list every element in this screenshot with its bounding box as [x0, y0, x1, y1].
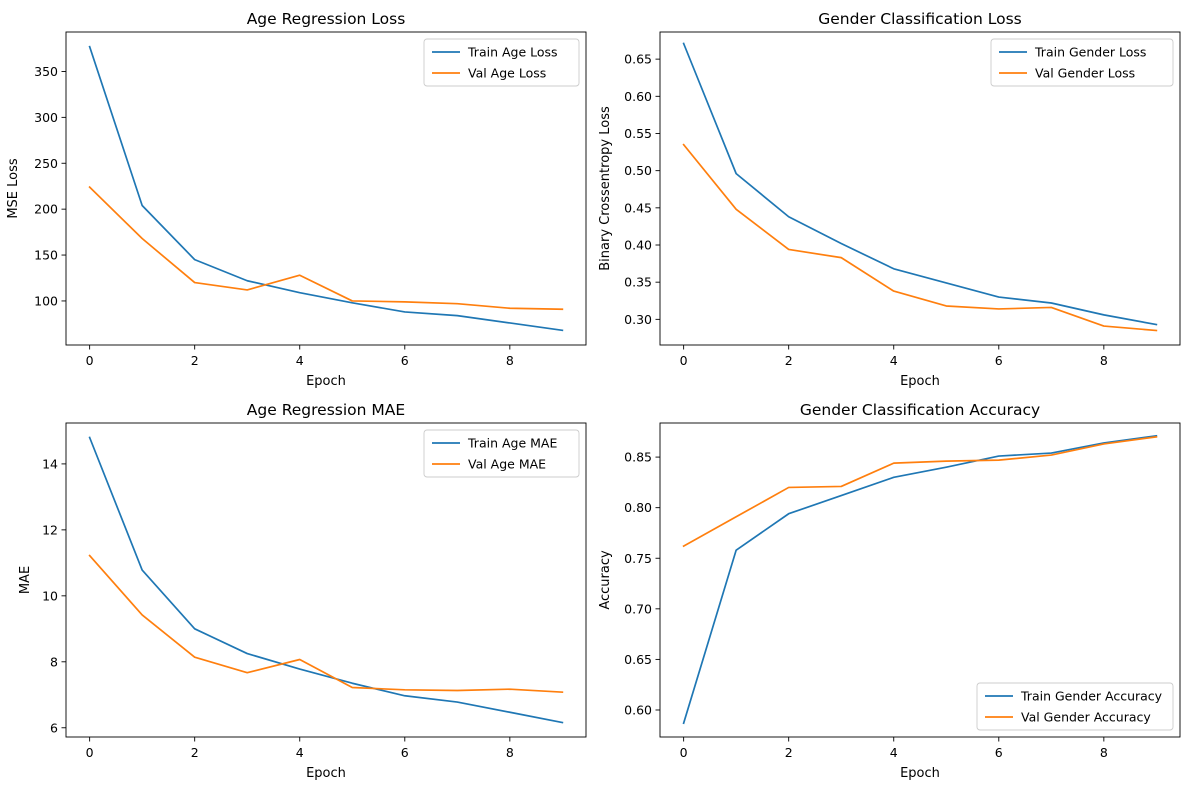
x-axis-label: Epoch	[306, 374, 346, 389]
x-tick-label: 0	[86, 353, 94, 368]
series-line-train	[88, 45, 564, 332]
chart-title: Age Regression Loss	[247, 10, 406, 28]
y-tick-label: 0.30	[624, 312, 652, 327]
x-tick-label: 8	[1100, 745, 1108, 760]
legend-label-train: Train Age Loss	[467, 45, 558, 60]
legend-box	[990, 38, 1174, 87]
legend-box	[423, 38, 580, 87]
legend: Train Age Loss Val Age Loss	[423, 38, 580, 87]
axes-frame	[65, 422, 587, 738]
x-tick-label: 6	[995, 745, 1003, 760]
y-tick-label: 0.60	[624, 702, 652, 717]
y-tick-label: 0.80	[624, 500, 652, 515]
y-axis-label: MSE Loss	[6, 158, 21, 219]
axes-frame	[659, 422, 1181, 738]
y-tick-label: 200	[34, 202, 58, 217]
x-axis-label: Epoch	[900, 766, 940, 781]
legend-label-val: Val Age Loss	[468, 66, 546, 81]
legend-label-train: Train Gender Loss	[1034, 45, 1146, 60]
y-tick-label: 0.35	[624, 275, 652, 290]
legend: Train Gender Accuracy Val Gender Accuracy	[976, 682, 1174, 731]
chart-title: Age Regression MAE	[247, 401, 405, 419]
y-tick-label: 100	[34, 293, 58, 308]
y-tick-label: 6	[50, 720, 58, 735]
legend-label-val: Val Gender Loss	[1035, 66, 1135, 81]
y-tick-label: 0.85	[624, 450, 652, 465]
x-tick-label: 4	[296, 745, 304, 760]
y-tick-label: 0.70	[624, 601, 652, 616]
x-tick-label: 6	[401, 353, 409, 368]
y-tick-label: 0.75	[624, 551, 652, 566]
series-line-val	[88, 185, 564, 311]
y-tick-label: 0.45	[624, 200, 652, 215]
x-tick-label: 4	[890, 745, 898, 760]
legend-label-val: Val Gender Accuracy	[1021, 710, 1151, 725]
legend: Train Gender Loss Val Gender Loss	[990, 38, 1174, 87]
axes-frame	[65, 31, 587, 346]
y-tick-label: 0.40	[624, 238, 652, 253]
x-tick-label: 2	[785, 353, 793, 368]
x-tick-label: 0	[680, 353, 688, 368]
series-line-train	[88, 436, 564, 724]
y-tick-label: 12	[42, 522, 58, 537]
x-tick-label: 2	[191, 745, 199, 760]
legend-label-val: Val Age MAE	[468, 457, 546, 472]
series-line-val	[682, 435, 1158, 548]
y-tick-label: 14	[42, 456, 58, 471]
series-line-val	[682, 143, 1158, 332]
y-axis-label: MAE	[18, 566, 33, 594]
x-tick-label: 2	[191, 353, 199, 368]
x-tick-label: 4	[296, 353, 304, 368]
x-tick-label: 8	[506, 745, 514, 760]
y-tick-label: 0.65	[624, 52, 652, 67]
chart-panel-3: Age Regression MAE 0 2 4 6 8 6 8 10 12 14 Epoch MAE T…	[18, 401, 587, 781]
y-tick-label: 150	[34, 248, 58, 263]
x-tick-label: 8	[506, 353, 514, 368]
legend-box	[976, 682, 1174, 731]
x-tick-label: 4	[890, 353, 898, 368]
x-tick-label: 0	[680, 745, 688, 760]
axes-frame	[659, 31, 1181, 346]
chart-panel-4: Gender Classification Accuracy 0 2 4 6 8 0.60 0…	[598, 401, 1181, 781]
y-tick-label: 250	[34, 156, 58, 171]
x-axis-label: Epoch	[306, 766, 346, 781]
chart-title: Gender Classification Loss	[818, 10, 1022, 28]
series-line-train	[682, 42, 1158, 326]
y-tick-label: 10	[42, 588, 58, 603]
y-axis-label: Accuracy	[598, 550, 613, 610]
x-axis-label: Epoch	[900, 374, 940, 389]
x-tick-label: 2	[785, 745, 793, 760]
y-axis-label: Binary Crossentropy Loss	[598, 106, 613, 271]
series-line-val	[88, 554, 564, 694]
y-tick-label: 0.50	[624, 163, 652, 178]
y-tick-label: 0.55	[624, 126, 652, 141]
x-tick-label: 0	[86, 745, 94, 760]
x-tick-label: 6	[401, 745, 409, 760]
chart-panel-1: Age Regression Loss 0 2 4 6 8 100 150 200 250 300 3…	[6, 10, 587, 389]
y-tick-label: 300	[34, 110, 58, 125]
x-tick-label: 8	[1100, 353, 1108, 368]
series-line-train	[682, 434, 1158, 725]
legend-label-train: Train Gender Accuracy	[1020, 689, 1163, 704]
y-tick-label: 350	[34, 64, 58, 79]
y-tick-label: 8	[50, 654, 58, 669]
y-tick-label: 0.60	[624, 89, 652, 104]
legend-label-train: Train Age MAE	[467, 436, 557, 451]
chart-title: Gender Classification Accuracy	[800, 401, 1040, 419]
y-tick-label: 0.65	[624, 652, 652, 667]
chart-panel-2: Gender Classification Loss 0 2 4 6 8 0.30 0.35 0…	[598, 10, 1181, 389]
legend-box	[423, 429, 580, 478]
x-tick-label: 6	[995, 353, 1003, 368]
legend: Train Age MAE Val Age MAE	[423, 429, 580, 478]
